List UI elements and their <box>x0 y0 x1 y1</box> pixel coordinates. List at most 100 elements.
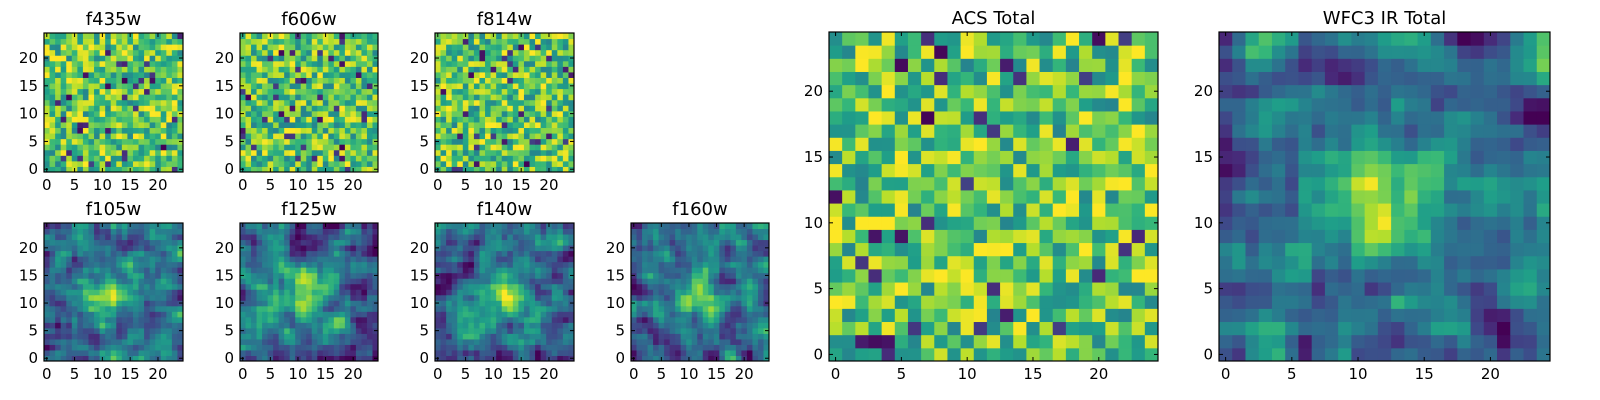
heatmap-cell <box>496 333 503 340</box>
heatmap-cell <box>127 155 134 162</box>
heatmap-cell <box>647 322 654 329</box>
heatmap-cell <box>166 278 173 285</box>
heatmap-cell <box>240 338 247 345</box>
heatmap-cell <box>473 349 480 356</box>
heatmap-cell <box>166 121 173 129</box>
heatmap-cell <box>501 133 508 140</box>
heatmap-cell <box>507 239 514 246</box>
heatmap-cell <box>278 66 285 73</box>
heatmap-cell <box>518 261 525 268</box>
heatmap-cell <box>240 121 247 129</box>
heatmap-cell <box>1118 189 1133 204</box>
heatmap-cell <box>317 267 324 274</box>
heatmap-cell <box>451 83 458 90</box>
heatmap-cell <box>267 49 274 56</box>
heatmap-cell <box>719 300 726 307</box>
heatmap-cell <box>1000 176 1014 191</box>
heatmap-cell <box>60 250 67 257</box>
heatmap-cell <box>166 155 173 162</box>
heatmap-cell <box>1131 203 1146 217</box>
y-tick-label: 10 <box>19 105 38 123</box>
heatmap-cell <box>435 338 442 345</box>
heatmap-cell <box>523 149 531 156</box>
heatmap-cell <box>284 44 291 51</box>
heatmap-cell <box>289 160 296 167</box>
heatmap-cell <box>1105 229 1120 244</box>
heatmap-cell <box>82 316 89 323</box>
heatmap-cell <box>485 234 492 241</box>
heatmap-cell <box>132 105 140 112</box>
heatmap-cell <box>540 116 547 123</box>
heatmap-cell <box>713 311 720 318</box>
heatmap-cell <box>986 242 1001 257</box>
heatmap-cell <box>490 49 497 56</box>
heatmap-cell <box>49 322 56 329</box>
heatmap-cell <box>462 305 469 312</box>
heatmap-cell <box>507 316 514 323</box>
heatmap-cell <box>724 234 731 241</box>
heatmap-cell <box>960 255 975 270</box>
heatmap-cell <box>295 155 302 162</box>
heatmap-cell <box>1131 242 1146 257</box>
heatmap-cell <box>468 88 475 95</box>
heatmap-cell <box>485 94 492 101</box>
heatmap-cell <box>529 110 536 117</box>
heatmap-cell <box>361 49 368 56</box>
heatmap-cell <box>675 344 682 351</box>
heatmap-cell <box>675 289 682 296</box>
heatmap-cell <box>462 71 469 78</box>
heatmap-cell <box>361 77 368 84</box>
heatmap-cell <box>1092 163 1106 178</box>
heatmap-cell <box>551 289 558 296</box>
heatmap-cell <box>245 305 252 312</box>
axes-frame <box>239 222 379 362</box>
heatmap-cell <box>757 250 764 257</box>
heatmap-cell <box>245 133 252 140</box>
heatmap-cell <box>735 300 742 307</box>
heatmap-cell <box>518 94 525 101</box>
heatmap-cell <box>557 223 564 230</box>
heatmap-cell <box>523 144 531 151</box>
heatmap-cell <box>462 234 469 241</box>
heatmap-cell <box>322 228 329 235</box>
heatmap-cell <box>300 94 307 101</box>
heatmap-cell <box>468 300 475 307</box>
heatmap-cell <box>49 256 56 263</box>
heatmap-cell <box>300 294 307 301</box>
heatmap-cell <box>372 77 379 84</box>
heatmap-cell <box>501 256 508 263</box>
heatmap-cell <box>440 94 447 101</box>
heatmap-cell <box>273 83 280 90</box>
heatmap-cell <box>333 105 340 112</box>
heatmap-cell <box>1144 189 1159 204</box>
heatmap-cell <box>267 94 274 101</box>
heatmap-cell <box>658 267 665 274</box>
heatmap-cell <box>546 99 553 106</box>
heatmap-cell <box>251 338 258 345</box>
heatmap-cell <box>518 305 525 312</box>
heatmap-cell <box>317 245 324 252</box>
heatmap-cell <box>155 333 162 340</box>
heatmap-cell <box>311 166 318 173</box>
heatmap-cell <box>94 355 101 362</box>
heatmap-cell <box>49 94 56 101</box>
heatmap-cell <box>366 234 373 241</box>
heatmap-cell <box>457 60 464 67</box>
heatmap-cell <box>339 283 346 290</box>
heatmap-cell <box>306 333 313 340</box>
heatmap-cell <box>457 149 464 156</box>
heatmap-cell <box>284 256 291 263</box>
heatmap-cell <box>273 44 280 51</box>
heatmap-cell <box>245 55 252 62</box>
heatmap-cell <box>730 355 737 362</box>
heatmap-cell <box>317 256 324 263</box>
heatmap-cell <box>138 283 145 290</box>
heatmap-cell <box>333 272 340 279</box>
heatmap-cell <box>110 77 117 84</box>
heatmap-cell <box>300 300 307 307</box>
heatmap-cell <box>535 77 542 84</box>
heatmap-cell <box>557 88 564 95</box>
heatmap-cell <box>518 344 525 351</box>
heatmap-cell <box>1144 163 1159 178</box>
heatmap-cell <box>88 316 95 323</box>
